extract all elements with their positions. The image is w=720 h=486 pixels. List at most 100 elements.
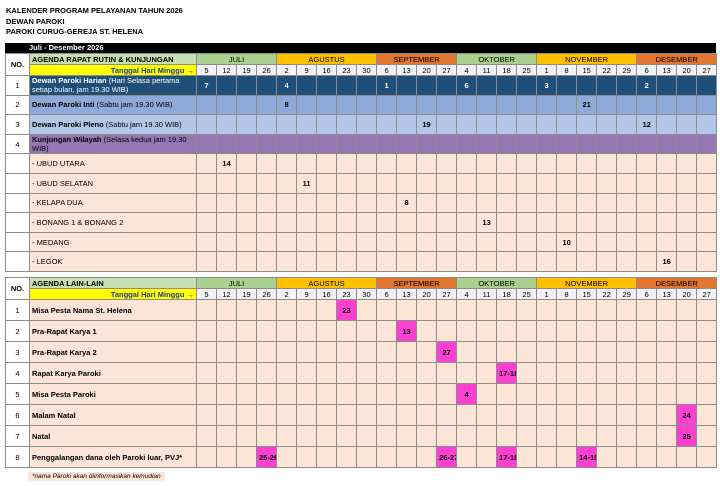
event-date: 24 — [676, 404, 698, 426]
empty-cell — [516, 425, 538, 447]
empty-cell — [216, 133, 237, 155]
empty-cell — [416, 231, 438, 253]
empty-cell — [296, 362, 318, 384]
agenda-title: Rapat Karya Paroki — [32, 368, 101, 378]
event-date: 13 — [476, 212, 498, 233]
empty-cell — [436, 94, 458, 116]
empty-cell — [536, 320, 558, 342]
agenda-row: 8 Penggalangan dana oleh Paroki luar, PVJ… — [5, 446, 718, 468]
empty-cell — [296, 114, 318, 135]
empty-cell — [236, 133, 257, 155]
event-date: 4 — [276, 75, 298, 96]
empty-cell — [536, 231, 558, 253]
empty-cell — [436, 299, 458, 321]
sunday-date: 2 — [276, 288, 298, 300]
empty-cell — [476, 75, 498, 96]
empty-cell — [596, 299, 618, 321]
empty-cell — [196, 153, 217, 174]
month-name: JULI — [195, 53, 278, 65]
empty-cell — [396, 231, 418, 253]
empty-cell — [356, 404, 378, 426]
row-number: 3 — [5, 114, 30, 135]
empty-cell — [236, 320, 257, 342]
empty-cell — [556, 75, 578, 96]
empty-cell — [236, 299, 257, 321]
empty-cell — [376, 192, 398, 214]
empty-cell — [316, 362, 338, 384]
empty-cell — [255, 153, 278, 174]
empty-cell — [396, 114, 418, 135]
empty-cell — [596, 446, 618, 468]
empty-cell — [656, 114, 678, 135]
empty-cell — [356, 383, 378, 405]
empty-cell — [416, 192, 438, 214]
sunday-date: 19 — [236, 64, 257, 76]
empty-cell — [476, 192, 498, 214]
empty-cell — [636, 341, 658, 363]
empty-cell — [616, 153, 638, 174]
empty-cell — [516, 404, 538, 426]
empty-cell — [576, 133, 598, 155]
empty-cell — [376, 212, 398, 233]
empty-cell — [456, 404, 478, 426]
agenda-name: Pra-Rapat Karya 1 — [29, 320, 197, 342]
sunday-date: 27 — [436, 64, 458, 76]
empty-cell — [516, 341, 538, 363]
empty-cell — [476, 341, 498, 363]
empty-cell — [356, 153, 378, 174]
empty-cell — [196, 404, 217, 426]
event-date: 10 — [556, 231, 578, 253]
empty-cell — [496, 212, 518, 233]
empty-cell — [616, 446, 638, 468]
month-row: NO. AGENDA RAPAT RUTIN & KUNJUNGAN JULI AGU… — [5, 53, 718, 76]
empty-cell — [476, 362, 498, 384]
empty-cell — [476, 231, 498, 253]
empty-cell — [255, 172, 278, 194]
empty-cell — [656, 425, 678, 447]
empty-cell — [396, 446, 418, 468]
event-date: 1 — [376, 75, 398, 96]
agenda-name: Dewan Paroki Inti (Sabtu jam 19.30 WIB) — [29, 94, 197, 116]
empty-cell — [336, 425, 358, 447]
sunday-date: 1 — [536, 288, 558, 300]
agenda-table: NO. AGENDA RAPAT RUTIN & KUNJUNGAN JULI AGU… — [5, 53, 718, 272]
empty-cell — [276, 153, 298, 174]
empty-cell — [196, 172, 217, 194]
agenda-row: - UBUD UTARA 14 — [5, 153, 718, 174]
empty-cell — [336, 383, 358, 405]
empty-cell — [676, 192, 698, 214]
empty-cell — [416, 212, 438, 233]
empty-cell — [356, 425, 378, 447]
agenda-name: Misa Pesta Nama St. Helena — [29, 299, 197, 321]
empty-cell — [356, 231, 378, 253]
empty-cell — [255, 320, 278, 342]
empty-cell — [496, 320, 518, 342]
empty-cell — [296, 320, 318, 342]
empty-cell — [596, 251, 618, 272]
empty-cell — [516, 75, 538, 96]
agenda-row: 4 Kunjungan Wilayah (Selasa kedua jam 19.… — [5, 133, 718, 155]
empty-cell — [316, 153, 338, 174]
empty-cell — [356, 212, 378, 233]
empty-cell — [316, 446, 338, 468]
empty-cell — [476, 446, 498, 468]
empty-cell — [316, 133, 338, 155]
sunday-date: 5 — [196, 64, 217, 76]
empty-cell — [376, 251, 398, 272]
empty-cell — [676, 153, 698, 174]
empty-cell — [316, 75, 338, 96]
agenda-name: Malam Natal — [29, 404, 197, 426]
empty-cell — [556, 153, 578, 174]
empty-cell — [496, 94, 518, 116]
empty-cell — [316, 404, 338, 426]
agenda-row: - KELAPA DUA 8 — [5, 192, 718, 214]
agenda-name: Rapat Karya Paroki — [29, 362, 197, 384]
sunday-date: 8 — [556, 288, 578, 300]
empty-cell — [616, 362, 638, 384]
empty-cell — [496, 133, 518, 155]
empty-cell — [376, 231, 398, 253]
empty-cell — [416, 94, 438, 116]
empty-cell — [416, 362, 438, 384]
no-header: NO. — [5, 53, 30, 76]
